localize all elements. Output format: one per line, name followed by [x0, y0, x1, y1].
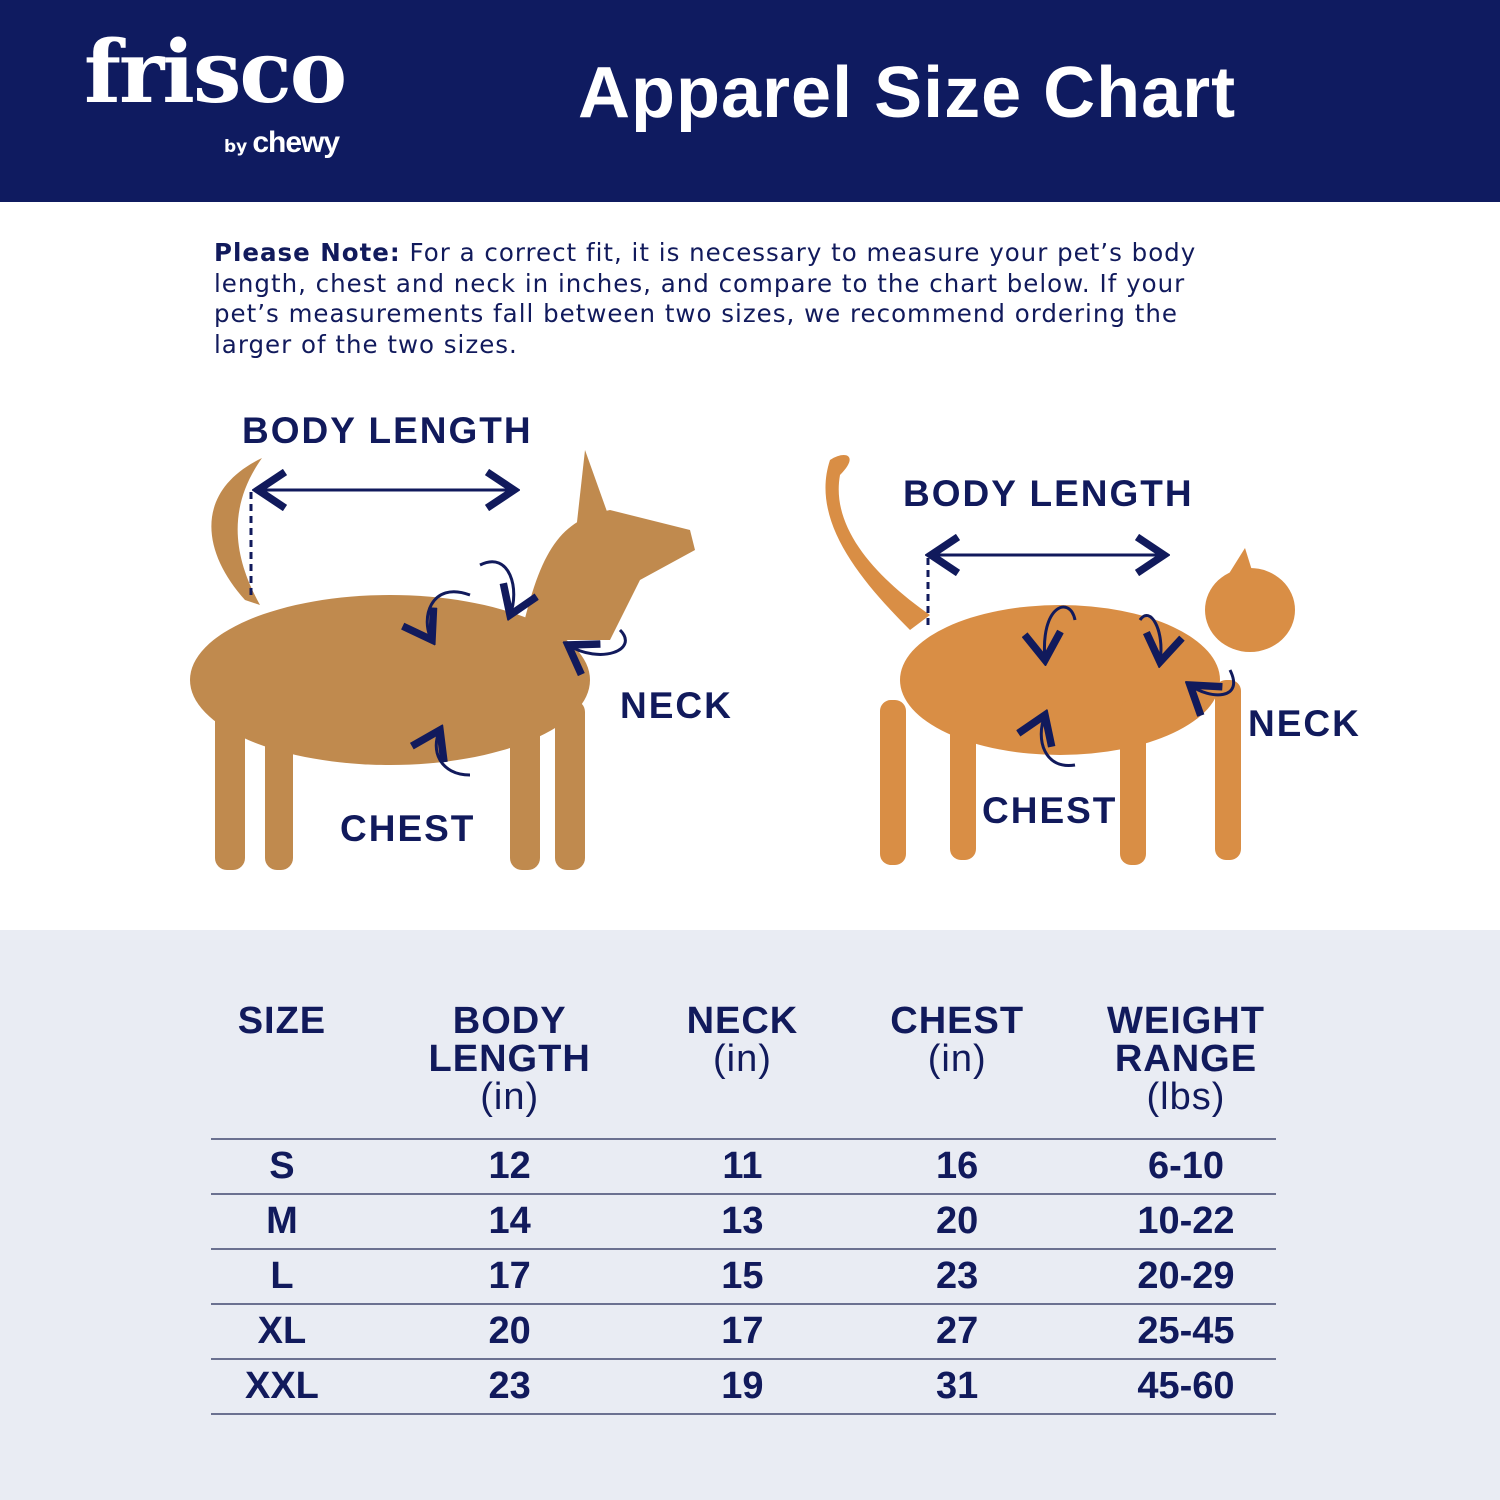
- cell-chest: 20: [818, 1193, 1096, 1249]
- header-banner: frisco by chewy Apparel Size Chart: [0, 0, 1500, 202]
- cell-body-length: 14: [352, 1193, 667, 1249]
- cat-neck-label: NECK: [1248, 703, 1361, 744]
- cell-size: L: [211, 1248, 353, 1304]
- size-table-section: SIZE BODY LENGTH (in) NECK (in) CHEST (in) …: [0, 930, 1500, 1500]
- measure-arrows: [249, 490, 1236, 777]
- cell-size: M: [211, 1193, 353, 1249]
- cell-body-length: 23: [352, 1358, 667, 1415]
- header-body-length: BODY LENGTH (in): [428, 1000, 591, 1118]
- cell-weight-range: 25-45: [1095, 1303, 1276, 1359]
- header-weight-range: WEIGHT RANGE (lbs): [1106, 1000, 1265, 1118]
- dog-chest-arrow: [436, 730, 471, 777]
- table-row: L 17 15 23 20-29: [211, 1248, 1276, 1304]
- cat-chest-arrow-top: [1044, 605, 1077, 660]
- cell-weight-range: 45-60: [1095, 1358, 1276, 1415]
- cell-chest: 27: [818, 1303, 1096, 1359]
- table-header-row: SIZE BODY LENGTH (in) NECK (in) CHEST (in) …: [211, 1002, 1276, 1139]
- cell-weight-range: 6-10: [1095, 1138, 1276, 1194]
- cat-body-length-label: BODY LENGTH: [903, 473, 1194, 514]
- cell-neck: 17: [666, 1303, 819, 1359]
- note-label: Please Note:: [214, 238, 401, 267]
- cell-body-length: 20: [352, 1303, 667, 1359]
- table-row: M 14 13 20 10-22: [211, 1193, 1276, 1249]
- cat-neck-arrow-top: [1138, 614, 1161, 662]
- frisco-logo: frisco by chewy: [84, 22, 347, 160]
- cat-chest-arrow: [1041, 715, 1076, 767]
- cell-neck: 11: [666, 1138, 819, 1194]
- page-title: Apparel Size Chart: [578, 53, 1237, 133]
- cat-neck-arrow: [1190, 669, 1236, 695]
- cell-body-length: 12: [352, 1138, 667, 1194]
- pets-illustration: [190, 450, 1295, 870]
- dog-neck-arrow-top: [479, 560, 514, 615]
- table-row: S 12 11 16 6-10: [211, 1138, 1276, 1194]
- cell-neck: 15: [666, 1248, 819, 1304]
- cell-chest: 23: [818, 1248, 1096, 1304]
- dog-body-length-label: BODY LENGTH: [242, 410, 533, 451]
- table-row: XL 20 17 27 25-45: [211, 1303, 1276, 1359]
- dog-neck-arrow: [568, 628, 627, 654]
- header-neck: NECK (in): [686, 1000, 799, 1080]
- header-size: SIZE: [237, 1000, 327, 1042]
- dog-chest-label: CHEST: [340, 808, 476, 849]
- logo-by: by: [224, 137, 248, 157]
- table-row: XXL 23 19 31 45-60: [211, 1358, 1276, 1415]
- dog-neck-label: NECK: [620, 685, 733, 726]
- size-table: SIZE BODY LENGTH (in) NECK (in) CHEST (in) …: [211, 1002, 1276, 1415]
- cell-chest: 16: [818, 1138, 1096, 1194]
- logo-chewy: chewy: [252, 126, 340, 159]
- cell-weight-range: 20-29: [1095, 1248, 1276, 1304]
- cell-weight-range: 10-22: [1095, 1193, 1276, 1249]
- cell-neck: 13: [666, 1193, 819, 1249]
- measurement-diagram: BODY LENGTH NECK CHEST BODY LENGTH NECK …: [0, 380, 1500, 930]
- dog-chest-arrow-top: [427, 590, 471, 640]
- dog-image: [190, 450, 695, 870]
- cell-neck: 19: [666, 1358, 819, 1415]
- cell-size: XXL: [211, 1358, 353, 1415]
- measurement-note: Please Note: For a correct fit, it is ne…: [214, 238, 1254, 360]
- header-chest: CHEST (in): [890, 1000, 1025, 1080]
- cell-chest: 31: [818, 1358, 1096, 1415]
- cell-size: XL: [211, 1303, 353, 1359]
- cell-body-length: 17: [352, 1248, 667, 1304]
- cell-size: S: [211, 1138, 353, 1194]
- note-text: For a correct fit, it is necessary to me…: [214, 238, 1197, 359]
- cat-image: [825, 455, 1295, 865]
- cat-chest-label: CHEST: [982, 790, 1118, 831]
